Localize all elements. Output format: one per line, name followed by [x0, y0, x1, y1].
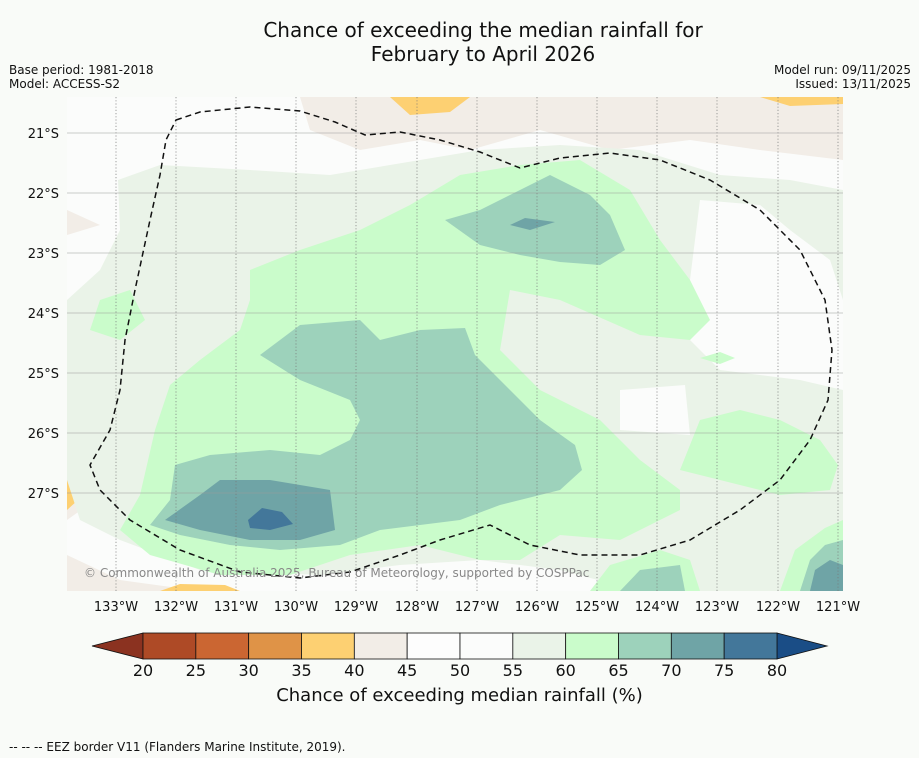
contour-60-65-west: [90, 290, 145, 340]
colorbar-tick-label: 25: [186, 661, 206, 680]
lon-label: 132°W: [154, 600, 198, 615]
eez-legend-note: -- -- -- EEZ border V11 (Flanders Marine…: [9, 740, 346, 754]
graticule-lat: [67, 132, 843, 494]
contour-35-40-northeast: [760, 97, 843, 106]
lon-label: 128°W: [395, 600, 439, 615]
model-name: Model: ACCESS-S2: [9, 77, 121, 91]
colorbar-tick-label: 75: [714, 661, 734, 680]
lon-label: 131°W: [214, 600, 258, 615]
lat-label: 23°S: [28, 247, 59, 262]
colorbar-tick-label: 30: [238, 661, 258, 680]
lon-label: 121°W: [816, 600, 860, 615]
colorbar-tick-label: 20: [133, 661, 153, 680]
contour-50-55-hole: [620, 385, 690, 435]
base-info: Base period: 1981-2018 Model: ACCESS-S2: [9, 63, 154, 91]
lat-label: 22°S: [28, 187, 59, 202]
colorbar-tick-label: 65: [608, 661, 628, 680]
contour-35-40-north: [390, 97, 470, 115]
lon-label: 130°W: [274, 600, 318, 615]
map-title: Chance of exceeding the median rainfall …: [0, 18, 919, 66]
run-info: Model run: 09/11/2025 Issued: 13/11/2025: [774, 63, 911, 91]
lon-label: 127°W: [455, 600, 499, 615]
lon-label: 125°W: [575, 600, 619, 615]
colorbar-bin: [406, 632, 461, 660]
colorbar-tick-label: 55: [503, 661, 523, 680]
contour-35-40-south: [160, 584, 240, 591]
lon-label: 123°W: [695, 600, 739, 615]
model-run: Model run: 09/11/2025: [773, 63, 911, 77]
lat-label: 25°S: [28, 367, 59, 382]
rainfall-map: © Commonwealth of Australia 2025, Bureau…: [67, 97, 843, 591]
colorbar-bin: [723, 632, 778, 660]
issued-date: Issued: 13/11/2025: [795, 77, 911, 91]
lon-label: 122°W: [756, 600, 800, 615]
colorbar-tick-label: 45: [397, 661, 417, 680]
colorbar-bin: [618, 632, 672, 660]
contour-60-65-small: [700, 352, 735, 364]
lon-label: 126°W: [515, 600, 559, 615]
colorbar-bin: [670, 632, 725, 660]
colorbar-over-arrow: [776, 632, 829, 660]
lat-labels: 21°S 22°S 23°S 24°S 25°S 26°S 27°S: [28, 127, 59, 502]
contour-70-75-se: [810, 560, 843, 591]
colorbar-bin: [195, 632, 250, 660]
contour-60-65-dot: [665, 320, 675, 330]
lat-label: 24°S: [28, 307, 59, 322]
base-period: Base period: 1981-2018: [9, 63, 154, 77]
title-line-2: February to April 2026: [370, 42, 596, 66]
lon-label: 133°W: [94, 600, 138, 615]
colorbar-tick-label: 50: [450, 661, 470, 680]
contour-40-45-west: [67, 210, 100, 235]
colorbar-tick-label: 60: [555, 661, 575, 680]
colorbar-bin: [459, 632, 514, 660]
colorbar-tick-label: 80: [767, 661, 787, 680]
colorbar-bin: [512, 632, 567, 660]
colorbar-tick-label: 35: [291, 661, 311, 680]
lat-label: 26°S: [28, 427, 59, 442]
contour-75-80: [248, 508, 293, 530]
colorbar: 20 25 30 35 40 45 50 55 60 65 70 75 80: [91, 632, 829, 680]
colorbar-bin: [565, 632, 619, 660]
contour-50-55-east-hole: [680, 200, 843, 390]
colorbar-tick-label: 40: [344, 661, 364, 680]
contour-70-75-sw: [165, 480, 335, 540]
lat-label: 21°S: [28, 127, 59, 142]
colorbar-under-arrow: [91, 632, 144, 660]
colorbar-title: Chance of exceeding median rainfall (%): [276, 685, 643, 706]
lat-label: 27°S: [28, 487, 59, 502]
colorbar-bin: [353, 632, 408, 660]
contour-40-45-southcorner: [67, 555, 200, 591]
colorbar-tick-label: 70: [661, 661, 681, 680]
colorbar-bin: [248, 632, 302, 660]
contour-65-70-south: [620, 565, 685, 591]
title-line-1: Chance of exceeding the median rainfall …: [263, 18, 703, 42]
lon-label: 124°W: [635, 600, 679, 615]
colorbar-bin: [301, 632, 355, 660]
lon-label: 129°W: [334, 600, 378, 615]
contour-70-75-north: [510, 218, 555, 230]
copyright-note: © Commonwealth of Australia 2025, Bureau…: [84, 566, 589, 580]
lon-labels: 133°W 132°W 131°W 130°W 129°W 128°W 127°…: [94, 600, 860, 615]
graticule: [115, 97, 839, 591]
colorbar-bin: [142, 632, 197, 660]
contour-60-65-east: [680, 410, 838, 495]
